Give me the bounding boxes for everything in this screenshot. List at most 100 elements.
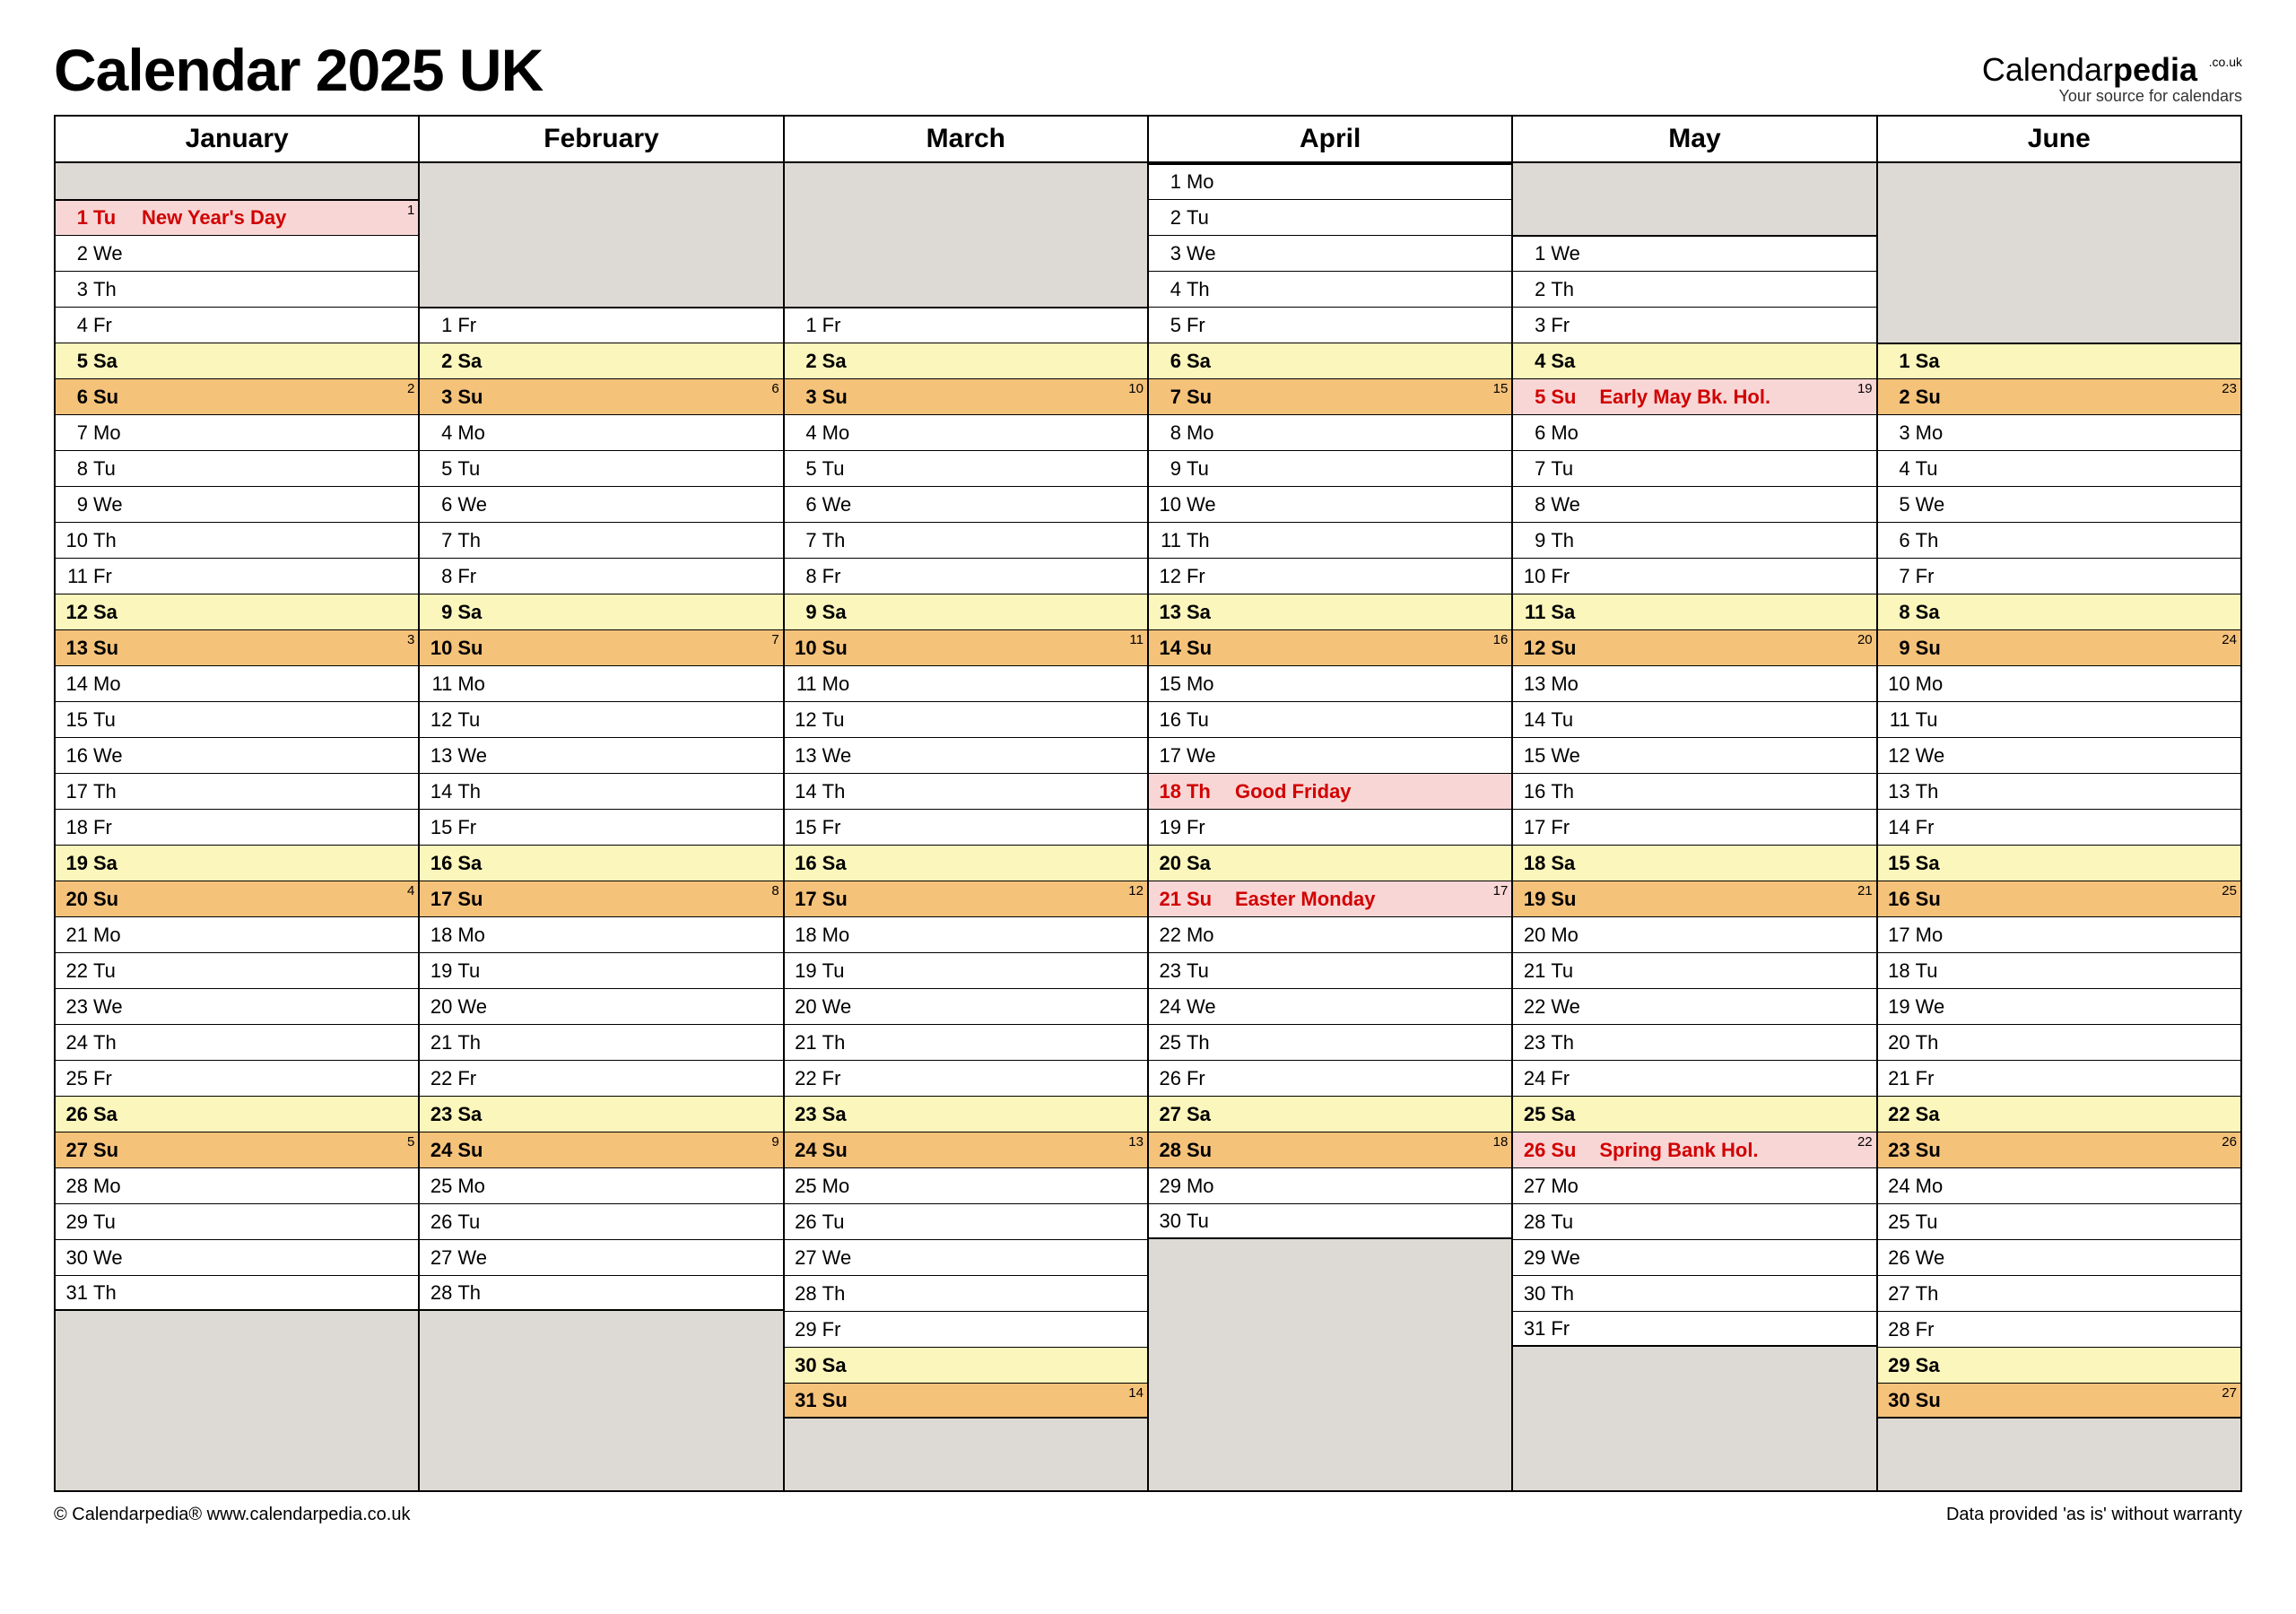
weekday-abbrev: Mo: [1187, 421, 1230, 445]
week-number: 13: [1128, 1134, 1144, 1150]
day-cell: 4Fr: [56, 307, 420, 343]
day-number: 17: [420, 888, 457, 911]
day-cell: [420, 199, 784, 235]
day-cell: 24Fr: [1513, 1060, 1877, 1096]
day-number: 20: [785, 995, 822, 1019]
week-number: 15: [1493, 381, 1509, 396]
day-number: 14: [56, 672, 93, 696]
day-cell: 26Sa: [56, 1096, 420, 1132]
weekday-abbrev: We: [93, 242, 136, 265]
day-cell: 26Tu: [785, 1203, 1149, 1239]
weekday-abbrev: Fr: [1551, 565, 1594, 588]
day-cell: 25Fr: [56, 1060, 420, 1096]
calendar-row: 24Th21Th21Th25Th23Th20Th: [56, 1024, 2240, 1060]
weekday-abbrev: Su: [1916, 1139, 1959, 1162]
day-cell: 29Tu: [56, 1203, 420, 1239]
day-cell: 13We: [785, 737, 1149, 773]
day-number: 29: [1878, 1354, 1916, 1377]
weekday-abbrev: Th: [457, 1031, 500, 1054]
day-number: 21: [1878, 1067, 1916, 1090]
day-cell: [56, 1383, 420, 1419]
day-number: 22: [1878, 1103, 1916, 1126]
day-cell: [56, 1454, 420, 1490]
brand-suffix: pedia: [2113, 51, 2197, 88]
day-cell: 17Mo: [1878, 916, 2240, 952]
day-cell: [420, 235, 784, 271]
weekday-abbrev: Fr: [822, 1067, 865, 1090]
weekday-abbrev: Th: [93, 529, 136, 552]
day-cell: 17Fr: [1513, 809, 1877, 845]
day-cell: 3Su6: [420, 378, 784, 414]
day-cell: [785, 163, 1149, 199]
day-number: 1: [420, 314, 457, 337]
day-number: 16: [56, 744, 93, 768]
week-number: 26: [2222, 1134, 2237, 1150]
day-number: 10: [420, 637, 457, 660]
day-number: 15: [420, 816, 457, 839]
calendar-row: 2We3We1We: [56, 235, 2240, 271]
weekday-abbrev: Sa: [1187, 852, 1230, 875]
day-cell: 15We: [1513, 737, 1877, 773]
day-number: 8: [1149, 421, 1187, 445]
weekday-abbrev: We: [1187, 493, 1230, 516]
day-number: 7: [56, 421, 93, 445]
weekday-abbrev: We: [457, 493, 500, 516]
day-number: 18: [1513, 852, 1551, 875]
day-number: 14: [1149, 637, 1187, 660]
day-number: 7: [420, 529, 457, 552]
weekday-abbrev: Th: [1916, 1282, 1959, 1306]
weekday-abbrev: Su: [1551, 637, 1594, 660]
day-number: 24: [785, 1139, 822, 1162]
day-cell: 13Mo: [1513, 665, 1877, 701]
day-cell: [420, 1383, 784, 1419]
weekday-abbrev: We: [457, 995, 500, 1019]
weekday-abbrev: Mo: [822, 1175, 865, 1198]
day-number: 22: [785, 1067, 822, 1090]
day-cell: 30We: [56, 1239, 420, 1275]
week-number: 24: [2222, 632, 2237, 647]
day-number: 12: [785, 708, 822, 732]
weekday-abbrev: Mo: [1187, 924, 1230, 947]
weekday-abbrev: Fr: [457, 816, 500, 839]
weekday-abbrev: Sa: [457, 852, 500, 875]
day-cell: 29We: [1513, 1239, 1877, 1275]
day-cell: 20We: [420, 988, 784, 1024]
weekday-abbrev: Su: [1551, 888, 1594, 911]
weekday-abbrev: Mo: [457, 1175, 500, 1198]
day-cell: [785, 1419, 1149, 1454]
day-cell: 23Sa: [420, 1096, 784, 1132]
day-cell: 20Mo: [1513, 916, 1877, 952]
day-number: 2: [420, 350, 457, 373]
weekday-abbrev: Th: [457, 780, 500, 803]
day-number: 6: [1513, 421, 1551, 445]
weekday-abbrev: Th: [1187, 278, 1230, 301]
day-number: 4: [420, 421, 457, 445]
day-cell: 22Fr: [785, 1060, 1149, 1096]
weekday-abbrev: Mo: [93, 1175, 136, 1198]
calendar-row: 30Sa29Sa: [56, 1347, 2240, 1383]
day-number: 6: [1878, 529, 1916, 552]
day-cell: 18Sa: [1513, 845, 1877, 881]
day-number: 23: [1878, 1139, 1916, 1162]
weekday-abbrev: Su: [1916, 386, 1959, 409]
calendar-row: 5Sa2Sa2Sa6Sa4Sa1Sa: [56, 343, 2240, 378]
day-number: 5: [1149, 314, 1187, 337]
weekday-abbrev: Sa: [822, 1354, 865, 1377]
day-cell: 3Mo: [1878, 414, 2240, 450]
day-cell: 17We: [1149, 737, 1513, 773]
weekday-abbrev: Sa: [1551, 350, 1594, 373]
day-number: 2: [785, 350, 822, 373]
weekday-abbrev: We: [822, 1246, 865, 1270]
day-cell: 6We: [785, 486, 1149, 522]
day-number: 21: [785, 1031, 822, 1054]
day-cell: 2Sa: [785, 343, 1149, 378]
day-cell: 24We: [1149, 988, 1513, 1024]
weekday-abbrev: Fr: [1551, 1067, 1594, 1090]
weekday-abbrev: Tu: [1551, 1210, 1594, 1234]
weekday-abbrev: Sa: [1916, 852, 1959, 875]
day-cell: 26SuSpring Bank Hol.22: [1513, 1132, 1877, 1167]
day-number: 21: [420, 1031, 457, 1054]
day-cell: 26Tu: [420, 1203, 784, 1239]
day-cell: 5We: [1878, 486, 2240, 522]
weekday-abbrev: Tu: [822, 708, 865, 732]
